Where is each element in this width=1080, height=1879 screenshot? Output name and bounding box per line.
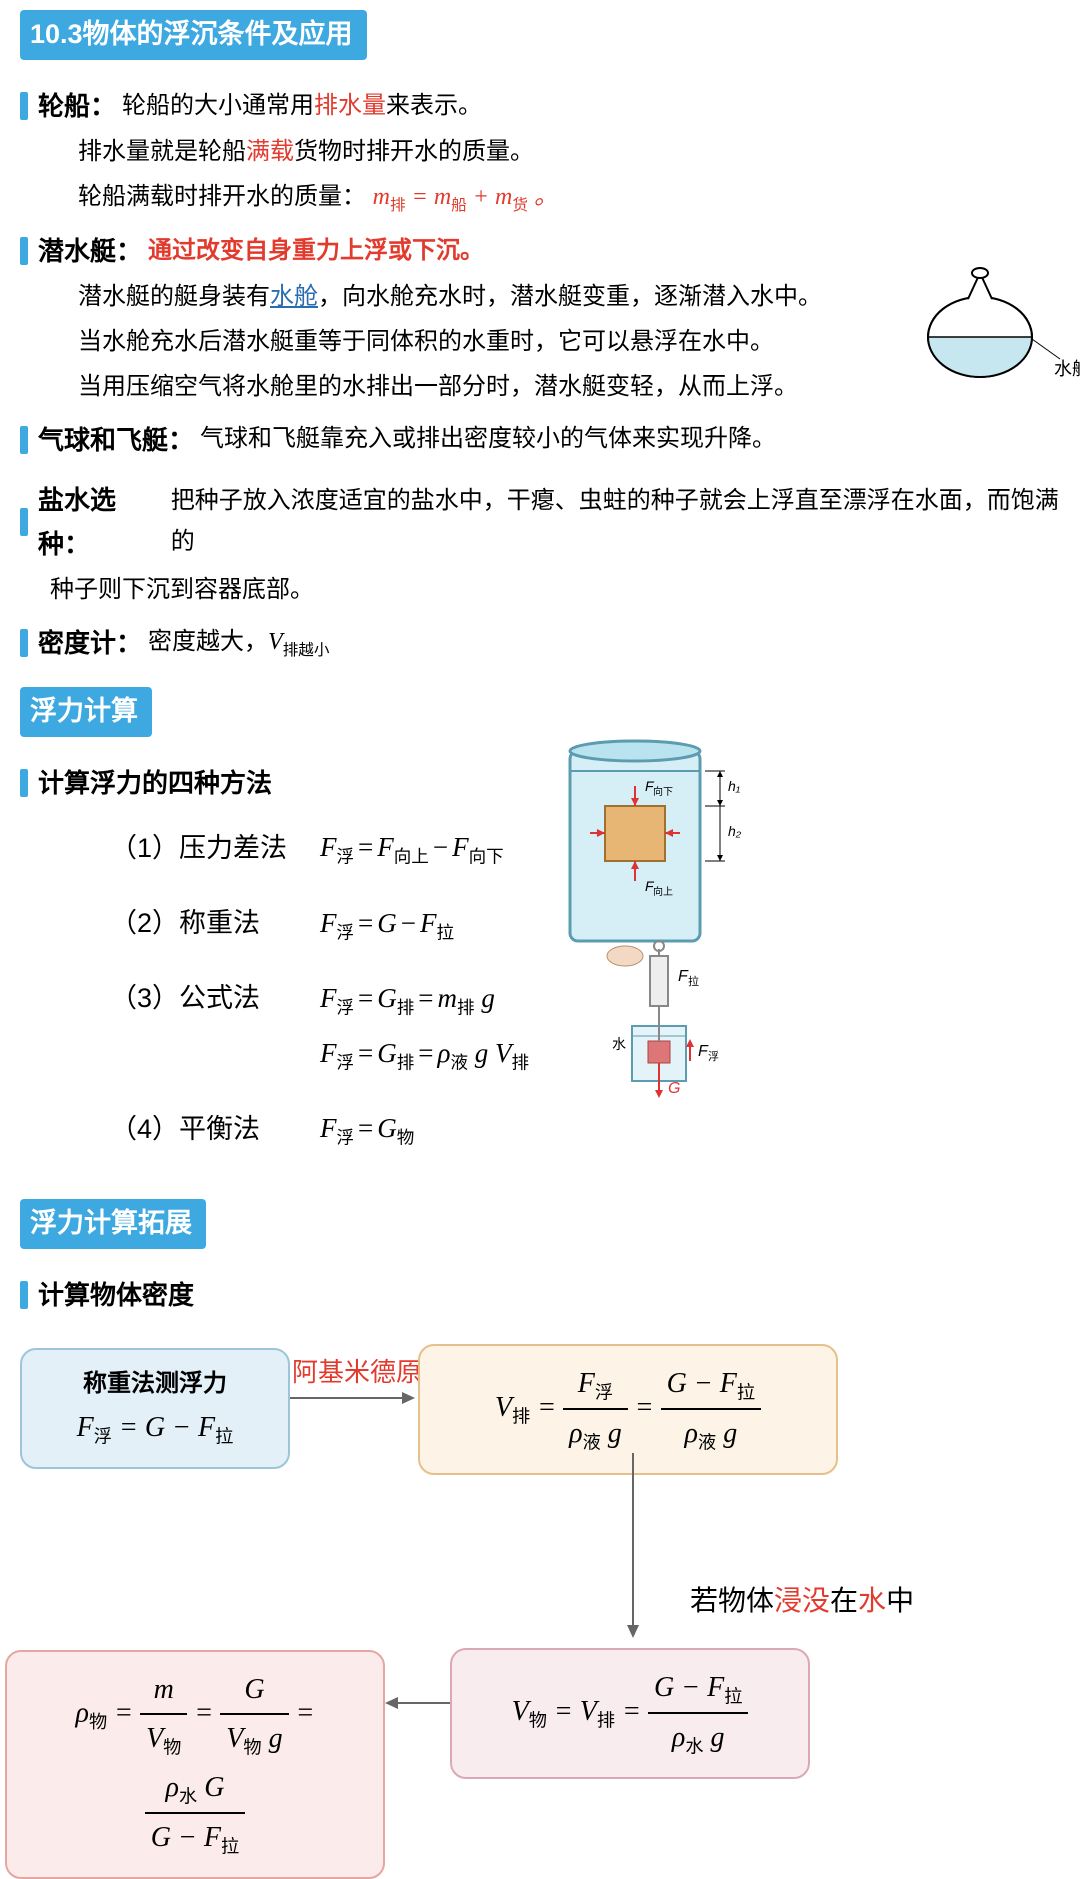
svg-text:拉: 拉 — [688, 974, 699, 988]
flow-box-1: 称重法测浮力 F浮 = G − F拉 — [20, 1348, 290, 1469]
ext-title: 浮力计算拓展 — [20, 1199, 206, 1249]
buoyancy-figure: F向下 F向上 h₁ h₂ F拉 水 F浮 G — [550, 731, 770, 1125]
m3-formula-a: F浮=G排=m排 g — [320, 976, 495, 1023]
m1-formula: F浮=F向上−F向下 — [320, 825, 504, 872]
dens-follow: 密度越大，V排越小 — [148, 622, 329, 664]
dens-heading: 密度计： — [38, 621, 142, 665]
t: 满载 — [246, 138, 294, 165]
calc-title: 浮力计算 — [20, 687, 152, 737]
t: 轮船的大小通常用 — [122, 92, 314, 119]
box1-title: 称重法测浮力 — [46, 1364, 264, 1405]
m3-label: （3）公式法 — [110, 976, 320, 1022]
sub-follow: 通过改变自身重力上浮或下沉。 — [148, 231, 484, 272]
svg-text:h₂: h₂ — [728, 823, 742, 839]
svg-text:G: G — [668, 1080, 680, 1097]
t: V — [268, 629, 283, 655]
ship-formula: m排 = m船 + m货 。 — [373, 184, 558, 210]
m2-formula: F浮=G−F拉 — [320, 901, 454, 948]
accent-bar — [20, 508, 28, 536]
svg-text:向上: 向上 — [653, 885, 673, 898]
calc-heading: 计算浮力的四种方法 — [38, 761, 272, 805]
box1-formula: F浮 = G − F拉 — [46, 1404, 264, 1453]
flow-box-3: V物 = V排 = G − F拉ρ水 g — [450, 1648, 810, 1779]
arrow-2 — [618, 1453, 648, 1643]
t: 潜水艇的艇身装有 — [78, 283, 270, 310]
t: 浸没 — [774, 1586, 830, 1617]
ship-heading: 轮船： — [38, 84, 116, 128]
ext-heading: 计算物体密度 — [38, 1273, 194, 1317]
flowchart: 称重法测浮力 F浮 = G − F拉 阿基米德原理 V排 = F浮ρ液 g = … — [20, 1338, 1060, 1818]
t: ，向水舱充水时，潜水艇变重，逐渐潜入水中。 — [318, 283, 822, 310]
submarine-figure: 水舱 — [910, 259, 1070, 403]
balloon-follow: 气球和飞艇靠充入或排出密度较小的气体来实现升降。 — [200, 419, 776, 460]
svg-text:水: 水 — [612, 1036, 626, 1052]
accent-bar — [20, 629, 28, 657]
fig-label: 水舱 — [1054, 354, 1080, 385]
sub-heading: 潜水艇： — [38, 229, 142, 273]
condition-label: 若物体浸没在水中 — [690, 1578, 914, 1626]
t: 密度越大， — [148, 628, 268, 655]
ship-line1: 轮船的大小通常用排水量来表示。 — [122, 86, 482, 127]
m4-formula: F浮=G物 — [320, 1106, 414, 1153]
accent-bar — [20, 769, 28, 797]
m4-label: （4）平衡法 — [110, 1107, 320, 1153]
t: 轮船满载时排开水的质量： — [78, 183, 366, 210]
ship-line2: 排水量就是轮船满载货物时排开水的质量。 — [78, 132, 1060, 173]
t: 排越小 — [283, 642, 330, 659]
m3-formula-b: F浮=G排=ρ液 g V排 — [320, 1031, 529, 1078]
section-ext: 计算物体密度 — [20, 1273, 1060, 1317]
main-title: 10.3物体的浮沉条件及应用 — [20, 10, 367, 60]
t: 货物时排开水的质量。 — [294, 138, 534, 165]
svg-text:向下: 向下 — [653, 785, 673, 798]
salt-line2: 种子则下沉到容器底部。 — [50, 570, 1060, 611]
t: 来表示。 — [386, 92, 482, 119]
balloon-heading: 气球和飞艇： — [38, 418, 194, 462]
salt-heading: 盐水选种： — [38, 478, 165, 566]
t: 中 — [886, 1586, 914, 1617]
t: 排水量 — [314, 92, 386, 119]
accent-bar — [20, 92, 28, 120]
m1-label: （1）压力差法 — [110, 826, 320, 872]
t: 在 — [830, 1586, 858, 1617]
ship-line3: 轮船满载时排开水的质量： m排 = m船 + m货 。 — [78, 177, 1060, 219]
arrow-3 — [380, 1688, 460, 1718]
water-tank-link[interactable]: 水舱 — [270, 283, 318, 310]
section-calc-methods: 计算浮力的四种方法 — [20, 761, 1060, 805]
salt-follow: 把种子放入浓度适宜的盐水中，干瘪、虫蛀的种子就会上浮直至漂浮在水面，而饱满的 — [171, 481, 1060, 563]
accent-bar — [20, 237, 28, 265]
t: 排水量就是轮船 — [78, 138, 246, 165]
t: 水 — [858, 1586, 886, 1617]
flow-box-4: ρ物 = mV物 = GV物 g = ρ水 GG − F拉 — [5, 1650, 385, 1879]
section-densimeter: 密度计： 密度越大，V排越小 — [20, 621, 1060, 665]
m2-label: （2）称重法 — [110, 901, 320, 947]
svg-text:浮: 浮 — [708, 1050, 719, 1063]
svg-text:h₁: h₁ — [728, 778, 741, 794]
section-salt: 盐水选种： 把种子放入浓度适宜的盐水中，干瘪、虫蛀的种子就会上浮直至漂浮在水面，… — [20, 478, 1060, 566]
section-ship: 轮船： 轮船的大小通常用排水量来表示。 — [20, 84, 1060, 128]
section-balloon: 气球和飞艇： 气球和飞艇靠充入或排出密度较小的气体来实现升降。 — [20, 418, 1060, 462]
accent-bar — [20, 1281, 28, 1309]
section-submarine: 潜水艇： 通过改变自身重力上浮或下沉。 — [20, 229, 1060, 273]
accent-bar — [20, 426, 28, 454]
t: 若物体 — [690, 1586, 774, 1617]
